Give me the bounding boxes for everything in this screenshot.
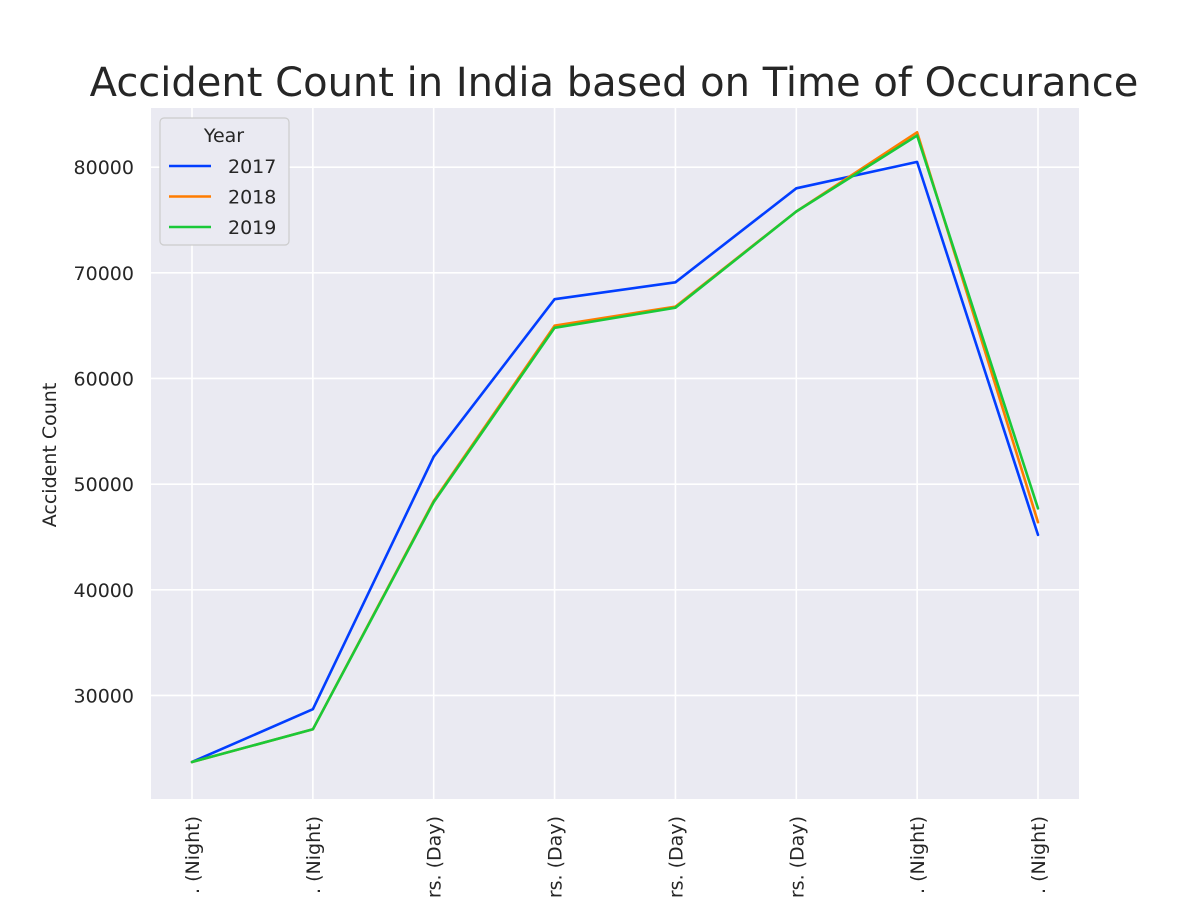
x-tick-label: rs. (Day)	[786, 816, 808, 898]
x-tick-label: . (Night)	[303, 816, 325, 894]
x-tick-label: . (Night)	[907, 816, 929, 894]
legend-label-2017: 2017	[228, 156, 276, 178]
y-axis-ticks: 30000 40000 50000 60000 70000 80000	[74, 157, 134, 707]
y-tick-label: 60000	[74, 368, 134, 390]
y-tick-label: 40000	[74, 580, 134, 602]
legend-title: Year	[203, 125, 244, 147]
x-tick-label: . (Night)	[1028, 816, 1050, 894]
series-line-2019	[190, 134, 1040, 764]
x-tick-label: . (Night)	[182, 816, 204, 894]
series-lines	[190, 131, 1040, 764]
y-axis-label: Accident Count	[39, 383, 61, 528]
grid-lines	[151, 108, 1079, 799]
legend-box	[159, 117, 290, 246]
x-axis-ticks: . (Night) . (Night) rs. (Day) rs. (Day) rs. …	[182, 816, 1050, 898]
chart-title: Accident Count in India based on Time of…	[90, 60, 1139, 106]
x-tick-label: rs. (Day)	[665, 816, 687, 898]
legend-label-2019: 2019	[228, 217, 276, 239]
y-tick-label: 80000	[74, 157, 134, 179]
x-tick-label: rs. (Day)	[424, 816, 446, 898]
y-tick-label: 50000	[74, 474, 134, 496]
legend-items: 2017 2018 2019	[169, 156, 276, 239]
legend: Year 2017 2018 2019	[159, 117, 290, 246]
plot-area	[151, 108, 1079, 799]
y-tick-label: 70000	[74, 263, 134, 285]
x-tick-label: rs. (Day)	[545, 816, 567, 898]
legend-label-2018: 2018	[228, 187, 276, 209]
series-line-2017	[190, 160, 1040, 764]
y-tick-label: 30000	[74, 685, 134, 707]
